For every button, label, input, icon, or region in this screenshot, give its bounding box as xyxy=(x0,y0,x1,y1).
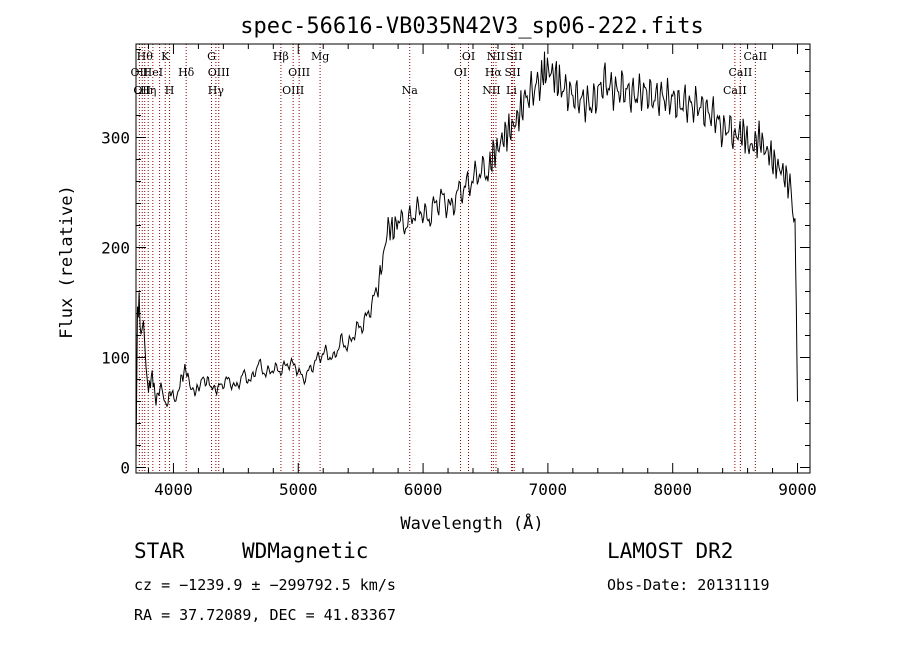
line-marker-label: K xyxy=(161,50,170,63)
line-marker-label: CaII xyxy=(743,50,767,63)
line-marker-label: OIII xyxy=(282,84,304,97)
coordinates-text: RA = 37.72089, DEC = 41.83367 xyxy=(134,606,396,624)
x-tick-label: 8000 xyxy=(653,480,692,499)
emission-line-markers: OIIOIIHθHηHeIKHHδGHγOIIIHβOIIIOIIIMgNaOI… xyxy=(131,44,767,473)
line-marker-label: CaII xyxy=(729,66,753,79)
line-marker-label: G xyxy=(207,50,216,63)
line-marker-label: Hη xyxy=(140,84,156,97)
x-tick-label: 7000 xyxy=(529,480,568,499)
spectrum-series-line xyxy=(135,51,798,463)
x-axis-ticks: 4000 5000 6000 7000 8000 9000 xyxy=(147,44,817,499)
line-marker-label: Li xyxy=(506,84,517,97)
y-axis-label: Flux (relative) xyxy=(57,185,77,339)
line-marker-label: HeI xyxy=(143,66,163,79)
line-marker-label: Hα xyxy=(485,66,503,79)
line-marker-label: SII xyxy=(504,66,520,79)
y-tick-label: 100 xyxy=(101,349,130,368)
line-marker-label: CaII xyxy=(723,84,747,97)
obs-date-text: Obs-Date: 20131119 xyxy=(607,576,770,594)
chart-title: spec-56616-VB035N42V3_sp06-222.fits xyxy=(240,14,704,39)
redshift-text: cz = −1239.9 ± −299792.5 km/s xyxy=(134,576,396,594)
x-tick-label: 6000 xyxy=(404,480,443,499)
line-marker-label: OIII xyxy=(288,66,310,79)
survey-name: LAMOST DR2 xyxy=(607,539,733,563)
x-axis-label: Wavelength (Å) xyxy=(400,512,543,534)
line-marker-label: OIII xyxy=(208,66,230,79)
line-marker-label: NII xyxy=(482,84,500,97)
object-subclass: WDMagnetic xyxy=(242,539,368,563)
line-marker-label: Hβ xyxy=(273,50,289,63)
line-marker-label: SII xyxy=(506,50,522,63)
y-tick-label: 300 xyxy=(101,129,130,148)
x-tick-label: 4000 xyxy=(154,480,193,499)
x-tick-label: 5000 xyxy=(279,480,318,499)
line-marker-label: Hγ xyxy=(208,84,225,97)
line-marker-label: OI xyxy=(462,50,475,63)
plot-frame xyxy=(135,43,811,474)
line-marker-label: OII xyxy=(131,66,149,79)
line-marker-label: Na xyxy=(402,84,419,97)
line-marker-label: Mg xyxy=(311,50,329,63)
x-tick-label: 9000 xyxy=(778,480,817,499)
line-marker-label: OI xyxy=(454,66,467,79)
object-class: STAR xyxy=(134,539,185,563)
line-marker-label: Hδ xyxy=(178,66,195,79)
y-axis-ticks: 0 100 200 300 xyxy=(101,49,810,478)
line-marker-label: H xyxy=(165,84,175,97)
y-tick-label: 0 xyxy=(120,459,130,478)
line-marker-label: Hθ xyxy=(137,50,154,63)
y-tick-label: 200 xyxy=(101,239,130,258)
line-marker-label: NII xyxy=(487,50,505,63)
